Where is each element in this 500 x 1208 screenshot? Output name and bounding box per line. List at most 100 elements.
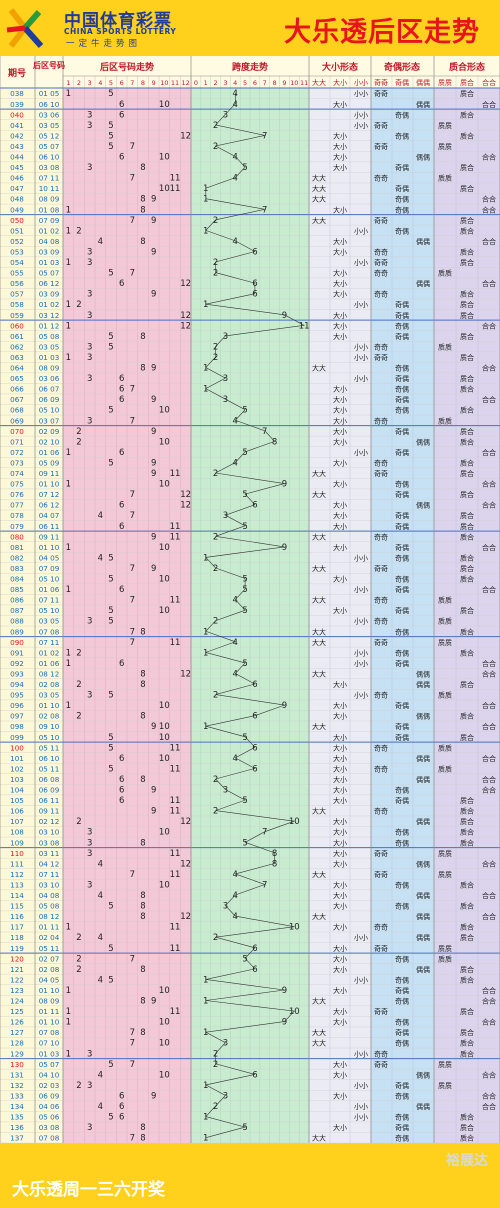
span-mark: 6 bbox=[252, 712, 257, 722]
size-pattern-mark: 大小 bbox=[333, 838, 347, 847]
issue-number: 130 bbox=[10, 1060, 24, 1069]
prime-pattern-mark: 质合 bbox=[460, 606, 474, 615]
span-tick-label: 5 bbox=[243, 79, 247, 87]
back-numbers: 04 08 bbox=[39, 237, 60, 246]
logo-english-text: CHINA SPORTS LOTTERY bbox=[64, 27, 177, 36]
issue-number: 053 bbox=[10, 247, 24, 256]
prime-pattern-mark: 合合 bbox=[482, 701, 496, 710]
issue-number: 128 bbox=[10, 1039, 24, 1048]
back-numbers: 07 08 bbox=[39, 627, 60, 636]
back-trend-mark: 1 bbox=[66, 321, 71, 331]
span-mark: 2 bbox=[213, 564, 218, 574]
back-trend-mark: 3 bbox=[87, 353, 92, 363]
back-numbers: 08 12 bbox=[39, 912, 60, 921]
back-trend-mark: 3 bbox=[87, 617, 92, 627]
span-mark: 7 bbox=[262, 427, 267, 437]
prime-pattern-mark: 质合 bbox=[460, 880, 474, 889]
back-trend-mark: 1 bbox=[66, 659, 71, 669]
prime-pattern-mark: 合合 bbox=[482, 195, 496, 204]
back-trend-mark: 7 bbox=[130, 596, 135, 606]
back-trend-mark: 11 bbox=[170, 849, 181, 859]
back-numbers: 01 08 bbox=[39, 205, 60, 214]
span-tick-label: 2 bbox=[214, 79, 218, 87]
prime-pattern-mark: 质合 bbox=[460, 247, 474, 256]
back-trend-mark: 1 bbox=[66, 986, 71, 996]
span-mark: 4 bbox=[233, 416, 238, 426]
parity-pattern-mark: 奇奇 bbox=[374, 174, 388, 183]
back-trend-mark: 6 bbox=[119, 374, 124, 384]
prime-pattern-mark: 合合 bbox=[482, 912, 496, 921]
span-mark: 5 bbox=[242, 1123, 247, 1133]
span-mark: 3 bbox=[223, 511, 228, 521]
span-mark: 1 bbox=[203, 300, 208, 310]
size-pattern-mark: 大小 bbox=[333, 828, 347, 837]
back-numbers: 08 09 bbox=[39, 195, 60, 204]
back-numbers: 03 05 bbox=[39, 121, 60, 130]
parity-pattern-mark: 奇奇 bbox=[374, 290, 388, 299]
back-numbers: 08 09 bbox=[39, 364, 60, 373]
span-mark: 2 bbox=[213, 121, 218, 131]
parity-pattern-mark: 偶偶 bbox=[416, 754, 430, 763]
parity-pattern-mark: 奇偶 bbox=[395, 575, 409, 584]
back-trend-mark: 1 bbox=[66, 353, 71, 363]
size-pattern-mark: 大大 bbox=[312, 638, 326, 647]
back-trend-mark: 6 bbox=[119, 522, 124, 532]
back-numbers: 07 11 bbox=[39, 638, 60, 647]
back-numbers: 03 12 bbox=[39, 311, 60, 320]
size-pattern-mark: 大小 bbox=[333, 247, 347, 256]
back-numbers: 06 07 bbox=[39, 385, 60, 394]
issue-number: 103 bbox=[10, 775, 24, 784]
back-trend-mark: 1 bbox=[66, 448, 71, 458]
parity-pattern-mark: 偶偶 bbox=[416, 912, 430, 921]
back-trend-mark: 3 bbox=[87, 290, 92, 300]
span-mark: 4 bbox=[233, 638, 238, 648]
issue-number: 084 bbox=[10, 575, 24, 584]
prime-pattern-mark: 合合 bbox=[482, 395, 496, 404]
back-trend-mark: 1 bbox=[66, 205, 71, 215]
span-mark: 7 bbox=[262, 880, 267, 890]
back-numbers: 02 03 bbox=[39, 1081, 60, 1090]
parity-pattern-mark: 奇奇 bbox=[374, 89, 388, 98]
issue-number: 080 bbox=[10, 532, 24, 541]
prime-pattern-mark: 质合 bbox=[460, 216, 474, 225]
issue-number: 133 bbox=[10, 1091, 24, 1100]
back-trend-mark: 5 bbox=[108, 269, 113, 279]
span-tick-label: 11 bbox=[300, 79, 308, 87]
back-trend-mark: 5 bbox=[108, 764, 113, 774]
back-trend-mark: 6 bbox=[119, 110, 124, 120]
size-pattern-mark: 大小 bbox=[333, 290, 347, 299]
size-pattern-mark: 大小 bbox=[333, 321, 347, 330]
issue-number: 046 bbox=[10, 174, 24, 183]
prime-pattern-mark: 质合 bbox=[460, 469, 474, 478]
prime-pattern-mark: 质质 bbox=[438, 596, 452, 605]
issue-number: 105 bbox=[10, 796, 24, 805]
back-trend-mark: 10 bbox=[159, 480, 170, 490]
span-mark: 2 bbox=[213, 617, 218, 627]
parity-pattern-mark: 奇偶 bbox=[395, 364, 409, 373]
back-trend-mark: 10 bbox=[159, 880, 170, 890]
parity-pattern-mark: 奇偶 bbox=[395, 701, 409, 710]
back-numbers: 06 11 bbox=[39, 796, 60, 805]
issue-number: 077 bbox=[10, 501, 24, 510]
parity-pattern-mark: 奇偶 bbox=[395, 195, 409, 204]
issue-number: 091 bbox=[10, 648, 24, 657]
back-trend-mark: 1 bbox=[66, 480, 71, 490]
back-numbers: 03 09 bbox=[39, 247, 60, 256]
prime-pattern-mark: 质合 bbox=[460, 385, 474, 394]
size-pattern-mark: 大小 bbox=[333, 269, 347, 278]
issue-number: 072 bbox=[10, 448, 24, 457]
issue-number: 047 bbox=[10, 184, 24, 193]
back-trend-mark: 10 bbox=[159, 1070, 170, 1080]
parity-pattern-mark: 奇奇 bbox=[374, 216, 388, 225]
back-trend-mark: 3 bbox=[87, 416, 92, 426]
back-trend-mark: 5 bbox=[108, 606, 113, 616]
back-trend-mark: 5 bbox=[108, 743, 113, 753]
back-trend-mark: 9 bbox=[151, 458, 156, 468]
issue-number: 051 bbox=[10, 226, 24, 235]
parity-pattern-mark: 偶偶 bbox=[416, 933, 430, 942]
prime-pattern-mark: 质质 bbox=[438, 764, 452, 773]
prime-pattern-mark: 质合 bbox=[460, 680, 474, 689]
back-trend-mark: 11 bbox=[170, 522, 181, 532]
back-trend-mark: 1 bbox=[66, 543, 71, 553]
parity-pattern-mark: 奇奇 bbox=[374, 1007, 388, 1016]
